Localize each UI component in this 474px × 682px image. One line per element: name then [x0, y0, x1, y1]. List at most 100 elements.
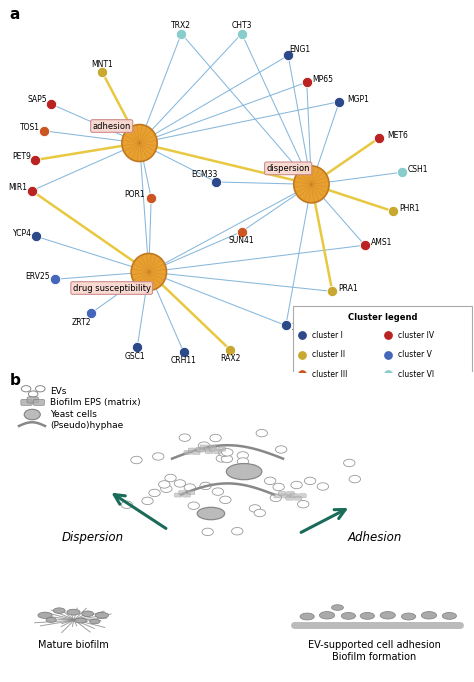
FancyBboxPatch shape: [27, 397, 38, 403]
Point: [328, 286, 336, 297]
Text: TRX2: TRX2: [172, 21, 191, 30]
Text: (Pseudo)hyphae: (Pseudo)hyphae: [50, 421, 123, 430]
Text: a: a: [9, 7, 20, 22]
FancyBboxPatch shape: [299, 494, 306, 498]
Text: Dispersion: Dispersion: [61, 531, 124, 544]
Ellipse shape: [442, 612, 456, 619]
Text: PRA1: PRA1: [339, 284, 358, 293]
FancyBboxPatch shape: [209, 445, 216, 449]
FancyBboxPatch shape: [294, 496, 302, 500]
FancyBboxPatch shape: [200, 445, 208, 449]
Text: PET9: PET9: [13, 152, 31, 161]
Point: [147, 192, 155, 203]
FancyBboxPatch shape: [33, 399, 45, 406]
FancyBboxPatch shape: [183, 493, 191, 497]
Circle shape: [249, 505, 261, 512]
Text: CHT3: CHT3: [231, 21, 252, 30]
Point: [298, 369, 306, 380]
Point: [284, 50, 292, 61]
Ellipse shape: [300, 613, 314, 620]
FancyBboxPatch shape: [218, 447, 226, 451]
Text: SUN41: SUN41: [229, 236, 255, 245]
Point: [384, 349, 392, 360]
Text: EVs: EVs: [50, 387, 66, 396]
FancyBboxPatch shape: [184, 451, 191, 454]
FancyBboxPatch shape: [188, 448, 196, 452]
Ellipse shape: [75, 618, 86, 623]
Circle shape: [237, 451, 248, 459]
Point: [303, 77, 310, 88]
Point: [87, 308, 94, 318]
Point: [212, 177, 220, 188]
Text: EV-supported cell adhesion: EV-supported cell adhesion: [308, 640, 441, 651]
FancyBboxPatch shape: [187, 490, 195, 494]
Circle shape: [198, 442, 210, 449]
Circle shape: [317, 483, 328, 490]
Ellipse shape: [401, 613, 416, 620]
FancyBboxPatch shape: [210, 447, 217, 451]
Text: SAP5: SAP5: [27, 95, 47, 104]
Circle shape: [219, 496, 231, 503]
Circle shape: [184, 484, 196, 491]
Text: ECM33: ECM33: [191, 170, 218, 179]
Point: [99, 67, 106, 78]
FancyBboxPatch shape: [287, 492, 294, 496]
FancyBboxPatch shape: [196, 447, 203, 451]
Ellipse shape: [95, 612, 109, 618]
Point: [33, 231, 40, 242]
Text: Adhesion: Adhesion: [347, 531, 401, 544]
Circle shape: [202, 528, 213, 535]
Circle shape: [165, 474, 176, 481]
Text: Cluster legend: Cluster legend: [347, 313, 417, 322]
Point: [226, 344, 234, 355]
Ellipse shape: [53, 608, 65, 613]
Circle shape: [216, 455, 228, 462]
Point: [398, 167, 406, 178]
Circle shape: [349, 475, 361, 483]
Ellipse shape: [67, 609, 80, 615]
Circle shape: [304, 477, 316, 485]
Circle shape: [122, 125, 157, 162]
Point: [178, 28, 185, 39]
Circle shape: [264, 477, 276, 485]
Text: POR1: POR1: [125, 190, 145, 198]
Text: YCP4: YCP4: [13, 229, 32, 238]
Point: [298, 349, 306, 360]
Text: cluster I: cluster I: [312, 331, 343, 340]
Text: ENG1: ENG1: [289, 44, 310, 54]
Circle shape: [344, 459, 355, 466]
Circle shape: [212, 488, 224, 495]
Circle shape: [121, 501, 133, 509]
Text: MGP1: MGP1: [347, 95, 369, 104]
Text: MP65: MP65: [312, 75, 334, 85]
Circle shape: [149, 489, 160, 496]
Text: adhesion: adhesion: [92, 121, 131, 130]
Circle shape: [159, 481, 170, 488]
Point: [298, 329, 306, 340]
Circle shape: [24, 409, 40, 420]
Text: cluster II: cluster II: [312, 350, 346, 359]
Circle shape: [153, 453, 164, 460]
Ellipse shape: [197, 507, 225, 520]
Point: [384, 329, 392, 340]
Ellipse shape: [360, 612, 374, 619]
Text: b: b: [9, 373, 20, 388]
Text: cluster V: cluster V: [398, 350, 432, 359]
Point: [384, 369, 392, 380]
FancyBboxPatch shape: [21, 399, 32, 406]
Text: PHR1: PHR1: [400, 204, 420, 213]
Ellipse shape: [90, 619, 100, 624]
Text: TOS1: TOS1: [20, 123, 40, 132]
Ellipse shape: [331, 605, 343, 610]
Circle shape: [254, 509, 265, 517]
Text: XOG1: XOG1: [292, 323, 313, 332]
Text: CSH1: CSH1: [408, 165, 428, 175]
FancyBboxPatch shape: [179, 490, 186, 494]
Text: dispersion: dispersion: [266, 164, 310, 173]
Text: ZRT2: ZRT2: [72, 318, 91, 327]
Circle shape: [131, 456, 142, 464]
Text: Biofilm EPS (matrix): Biofilm EPS (matrix): [50, 398, 140, 407]
Circle shape: [232, 527, 243, 535]
Text: Yeast cells: Yeast cells: [50, 410, 97, 419]
Text: MNT1: MNT1: [91, 60, 113, 69]
